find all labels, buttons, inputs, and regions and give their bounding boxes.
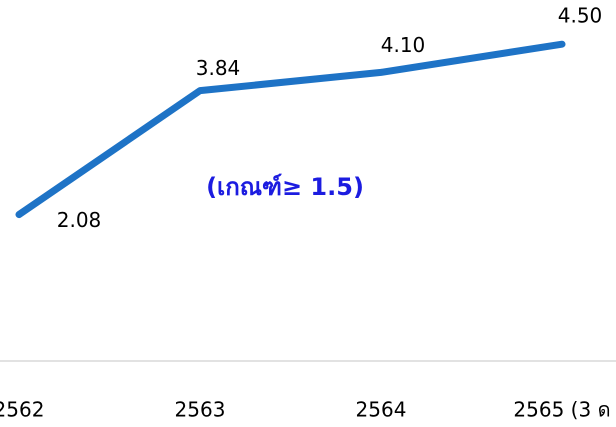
annotation: (เกณฑ์≥ 1.5) [206, 173, 364, 201]
x-tick-label: 2564 [356, 398, 407, 422]
data-label: 3.84 [196, 56, 241, 80]
x-tick-label: 2563 [175, 398, 226, 422]
data-line [15, 40, 566, 219]
x-tick-label: 2565 (3 ด [513, 398, 610, 422]
data-label: 4.50 [558, 4, 603, 28]
data-label: 4.10 [381, 33, 426, 57]
x-tick-label: 2562 [0, 398, 44, 422]
data-label: 2.08 [57, 208, 102, 232]
